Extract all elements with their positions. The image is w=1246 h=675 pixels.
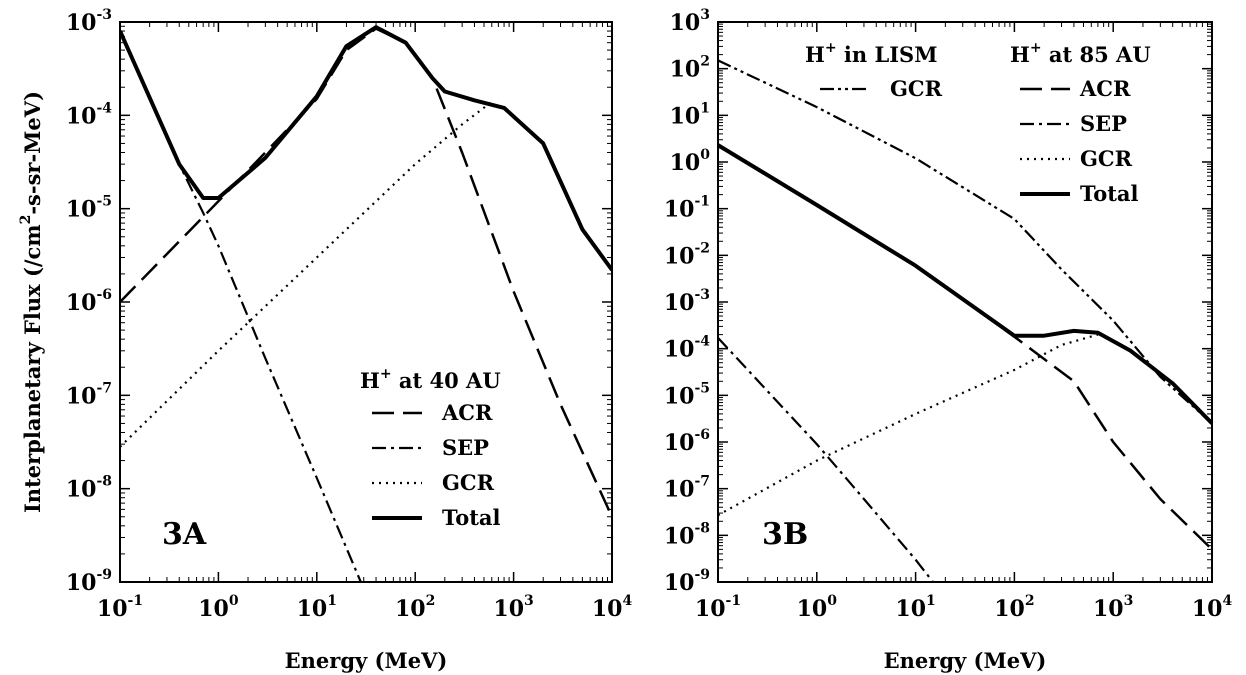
panel-label: 3A: [162, 517, 207, 552]
x-tick-label: 104: [592, 593, 633, 622]
legend-label-total: Total: [1080, 181, 1139, 206]
series-gcr: [120, 100, 493, 448]
y-tick-label: 102: [670, 54, 710, 83]
legend-label-gcr: GCR: [890, 76, 943, 101]
legend-label-gcr: GCR: [1080, 146, 1133, 171]
y-tick-label: 10-2: [664, 240, 710, 269]
series-total: [718, 143, 1212, 425]
y-tick-label: 10-9: [664, 567, 710, 596]
y-tick-label: 10-4: [66, 100, 112, 129]
legend-lism: H+ in LISM GCR: [805, 40, 943, 101]
legend-label-total: Total: [442, 505, 501, 530]
x-tick-label: 100: [198, 593, 239, 622]
series-gcr: [718, 333, 1099, 517]
legend-label-gcr: GCR: [442, 470, 495, 495]
y-tick-label: 10-7: [664, 474, 710, 503]
legend-title: H+ at 85 AU: [1010, 40, 1151, 67]
legend-label-sep: SEP: [442, 435, 489, 460]
x-tick-label: 103: [493, 593, 533, 622]
x-tick-label: 100: [797, 593, 838, 622]
y-axis-label: Interplanetary Flux (/cm2-s-sr-MeV): [18, 91, 45, 513]
series-sep: [718, 337, 934, 582]
x-tick-label: 102: [395, 593, 435, 622]
legend: H+ at 40 AU ACR SEP GCR Total: [360, 366, 501, 530]
y-tick-label: 10-3: [664, 287, 710, 316]
y-tick-label: 10-5: [664, 380, 710, 409]
legend-label-acr: ACR: [1079, 76, 1131, 101]
panel-label: 3B: [762, 517, 808, 552]
y-tick-label: 10-6: [66, 287, 112, 316]
x-tick-label: 103: [1093, 593, 1133, 622]
series-total: [120, 25, 612, 272]
x-tick-label: 102: [994, 593, 1034, 622]
series-acr: [718, 144, 1212, 551]
series-acr: [120, 27, 612, 518]
y-tick-label: 10-6: [664, 427, 710, 456]
x-axis-label: Energy (MeV): [884, 648, 1047, 673]
y-tick-label: 103: [670, 7, 710, 36]
x-tick-label: 10-1: [97, 593, 143, 622]
plot-frame: [119, 21, 613, 583]
chart-panel-3b: 10-1 100 101 102 103 104 10-9 10-8 10-7 10-6 10-5 1…: [664, 7, 1233, 673]
x-tick-label: 101: [297, 593, 337, 622]
x-axis-label: Energy (MeV): [285, 648, 448, 673]
y-tick-label: 10-5: [66, 194, 112, 223]
y-tick-label: 10-4: [664, 334, 710, 363]
legend: H+ at 85 AU ACR SEP GCR Total: [1010, 40, 1151, 206]
y-tick-label: 10-7: [66, 380, 112, 409]
y-tick-label: 100: [670, 147, 711, 176]
legend-label-acr: ACR: [441, 400, 493, 425]
x-tick-label: 10-1: [695, 593, 741, 622]
chart-panel-3a: 10-1 100 101 102 103 104 10-9 10-8 10-7 10-6 10-5 1…: [18, 7, 632, 673]
legend-lism-title: H+ in LISM: [805, 40, 937, 67]
y-tick-label: 10-1: [664, 194, 710, 223]
y-tick-label: 10-9: [66, 567, 112, 596]
y-tick-label: 101: [670, 100, 710, 129]
y-tick-label: 10-8: [664, 520, 710, 549]
legend-title: H+ at 40 AU: [360, 366, 501, 393]
x-tick-label: 104: [1192, 593, 1233, 622]
series-gcr-lism: [718, 59, 1212, 425]
x-tick-label: 101: [895, 593, 935, 622]
y-tick-label: 10-3: [66, 7, 112, 36]
y-tick-label: 10-8: [66, 474, 112, 503]
legend-label-sep: SEP: [1080, 111, 1127, 136]
